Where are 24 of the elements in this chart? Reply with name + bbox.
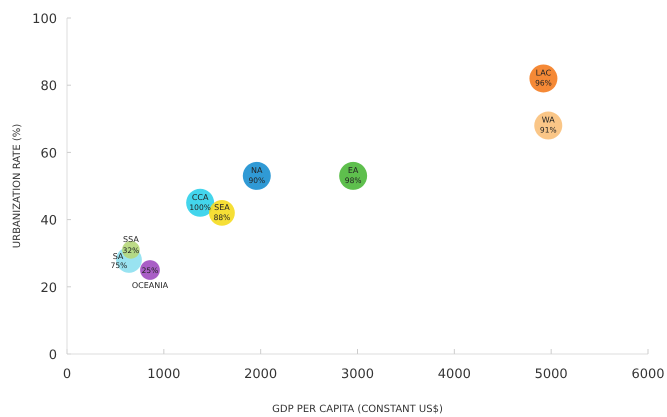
x-tick-label: 1000 bbox=[147, 367, 180, 382]
series-label: LAC bbox=[536, 68, 552, 78]
y-tick-label: 100 bbox=[32, 12, 57, 27]
x-tick-label: 2000 bbox=[244, 367, 278, 382]
x-tick-label: 0 bbox=[62, 367, 72, 382]
series-label: SSA bbox=[123, 234, 140, 244]
series-label: CCA bbox=[192, 192, 209, 202]
series-label: EA bbox=[348, 166, 359, 175]
series-label: SA bbox=[112, 252, 124, 261]
x-tick-label: 6000 bbox=[631, 367, 665, 382]
x-tick-label: 3000 bbox=[340, 367, 374, 382]
x-tick-label: 5000 bbox=[534, 367, 568, 382]
y-tick-label: 40 bbox=[40, 214, 57, 229]
y-tick-label: 80 bbox=[40, 79, 57, 94]
series-label: OCEANIA bbox=[132, 280, 169, 290]
series-label: SEA bbox=[214, 202, 230, 212]
x-axis-title: GDP PER CAPITA (CONSTANT US$) bbox=[272, 404, 443, 415]
series-label: WA bbox=[542, 116, 556, 125]
y-tick-label: 60 bbox=[40, 146, 57, 162]
series-label: NA bbox=[251, 166, 264, 175]
y-axis-title: URBANIZATION RATE (%) bbox=[12, 124, 23, 248]
y-tick-label: 0 bbox=[48, 348, 57, 363]
x-tick-label: 4000 bbox=[438, 367, 471, 382]
y-tick-label: 20 bbox=[40, 280, 57, 296]
